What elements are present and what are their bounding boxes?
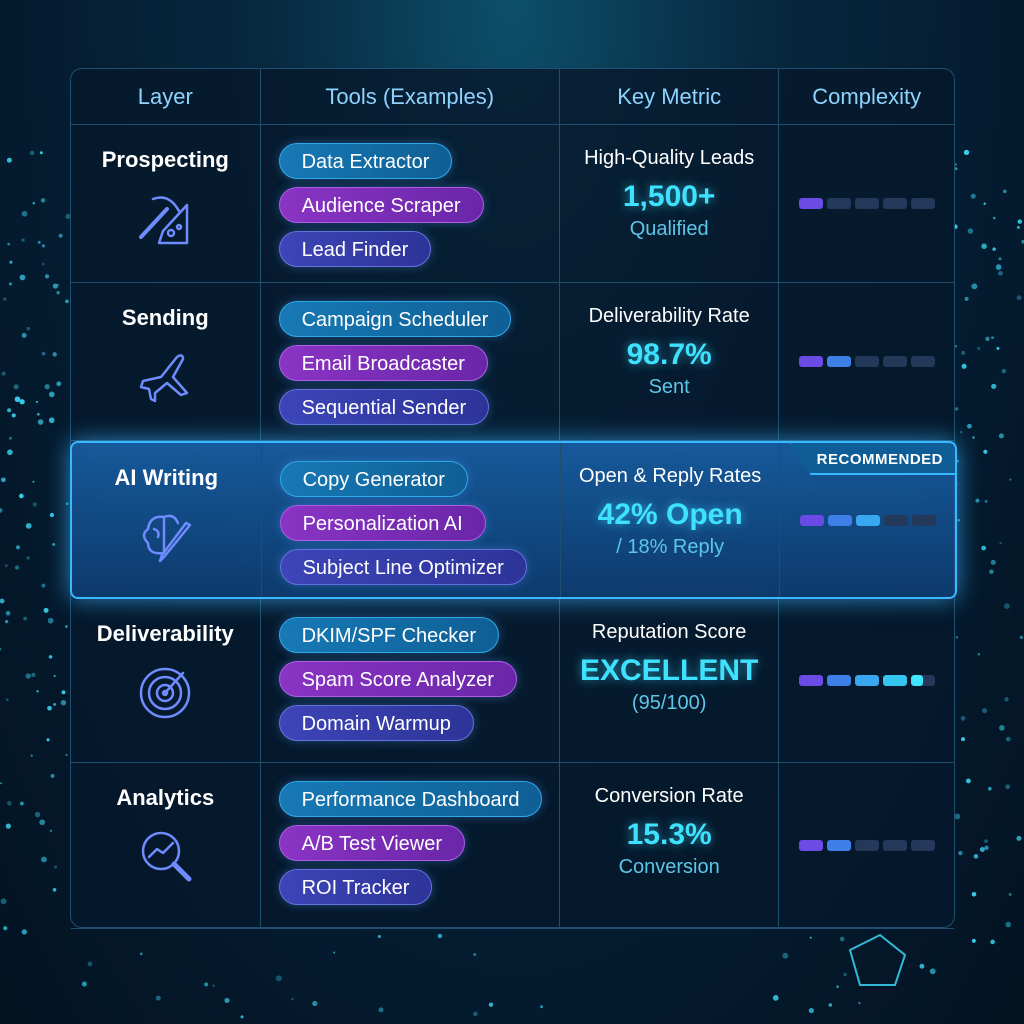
metric-subtext: Qualified (629, 218, 709, 240)
radar-icon (140, 667, 191, 719)
metric-value: 15.3% (626, 818, 712, 851)
tool-pill[interactable]: DKIM/SPF Checker (278, 617, 500, 653)
tool-pill[interactable]: Spam Score Analyzer (278, 661, 517, 697)
tool-pill[interactable]: Data Extractor (278, 143, 453, 179)
complexity-segment (855, 514, 880, 526)
header-layer: Layer (71, 69, 261, 124)
complexity-segment (854, 356, 879, 367)
complexity-segment (826, 675, 851, 686)
tool-pill[interactable]: Subject Line Optimizer (279, 549, 527, 585)
metric-subtext: Conversion (618, 856, 720, 878)
complexity-meter (798, 198, 935, 209)
table-row-deliverability: Deliverability DKIM/SPF Checker Spam Scor… (71, 599, 954, 763)
complexity-segment (854, 198, 879, 209)
analytics-magnifier-icon (142, 831, 192, 882)
tool-pill[interactable]: Performance Dashboard (278, 781, 543, 817)
metric-label: Open & Reply Rates (578, 465, 762, 487)
metric-value: EXCELLENT (579, 654, 759, 687)
tool-pill[interactable]: ROI Tracker (278, 869, 433, 905)
complexity-segment (798, 675, 823, 686)
metric-label: Deliverability Rate (588, 305, 750, 327)
complexity-segment (854, 675, 879, 686)
complexity-meter (798, 840, 935, 851)
complexity-segment (826, 198, 851, 209)
tool-pill[interactable]: Audience Scraper (278, 187, 484, 223)
tool-pill[interactable]: Copy Generator (279, 461, 468, 497)
complexity-segment (826, 840, 851, 851)
metric-label: High-Quality Leads (584, 147, 755, 169)
metric-value: 98.7% (626, 338, 712, 371)
complexity-meter (798, 356, 935, 367)
complexity-segment (910, 198, 935, 209)
layer-name: Analytics (116, 785, 215, 810)
tool-pill[interactable]: A/B Test Viewer (278, 825, 466, 861)
tool-pill[interactable]: Campaign Scheduler (278, 301, 512, 337)
metric-subtext: Sent (648, 376, 690, 398)
table-row-prospecting: Prospecting Data Extractor Audience Scrap… (71, 125, 954, 283)
complexity-segment (883, 514, 908, 526)
tool-pill[interactable]: Email Broadcaster (278, 345, 488, 381)
complexity-segment (827, 514, 852, 526)
tool-pill[interactable]: Personalization AI (279, 505, 486, 541)
complexity-meter (799, 514, 936, 526)
metric-subtext: (95/100) (631, 692, 707, 714)
complexity-segment (826, 356, 851, 367)
complexity-segment (882, 356, 907, 367)
complexity-segment (798, 840, 823, 851)
complexity-segment (911, 514, 936, 526)
metric-value: 42% Open (597, 498, 743, 531)
header-tools: Tools (Examples) (261, 69, 560, 124)
complexity-segment (910, 840, 935, 851)
metric-label: Conversion Rate (594, 785, 744, 807)
complexity-segment (910, 675, 935, 686)
complexity-segment (910, 356, 935, 367)
metric-value: 1,500+ (622, 180, 716, 213)
complexity-segment (798, 198, 823, 209)
table-row-sending: Sending Campaign Scheduler Email Broadcas… (71, 283, 954, 441)
complexity-segment (882, 198, 907, 209)
layer-name: Prospecting (101, 147, 229, 172)
layer-name: AI Writing (114, 465, 219, 490)
airplane-icon (140, 354, 189, 403)
layer-name: Deliverability (96, 621, 234, 646)
complexity-segment (799, 514, 824, 526)
table-row-analytics: Analytics Performance Dashboard A/B Test … (71, 763, 954, 929)
layers-table: Layer Tools (Examples) Key Metric Comple… (70, 68, 957, 929)
complexity-meter (798, 675, 935, 686)
recommended-badge: RECOMMENDED (788, 441, 957, 475)
tool-pill[interactable]: Sequential Sender (278, 389, 490, 425)
tool-pill[interactable]: Domain Warmup (278, 705, 474, 741)
header-complexity: Complexity (812, 83, 922, 109)
complexity-segment (798, 356, 823, 367)
complexity-segment (854, 840, 879, 851)
complexity-segment (882, 840, 907, 851)
brain-pen-icon (143, 514, 192, 563)
table-header: Layer Tools (Examples) Key Metric Comple… (71, 69, 954, 125)
metric-label: Reputation Score (591, 621, 747, 643)
header-metric: Key Metric (560, 69, 780, 124)
pickaxe-icon (139, 196, 189, 245)
table-row-ai-writing: AI Writing Copy Generator Personalization… (70, 441, 957, 599)
layer-name: Sending (121, 305, 209, 330)
tool-pill[interactable]: Lead Finder (278, 231, 432, 267)
metric-subtext: / 18% Reply (616, 536, 725, 558)
complexity-segment (882, 675, 907, 686)
